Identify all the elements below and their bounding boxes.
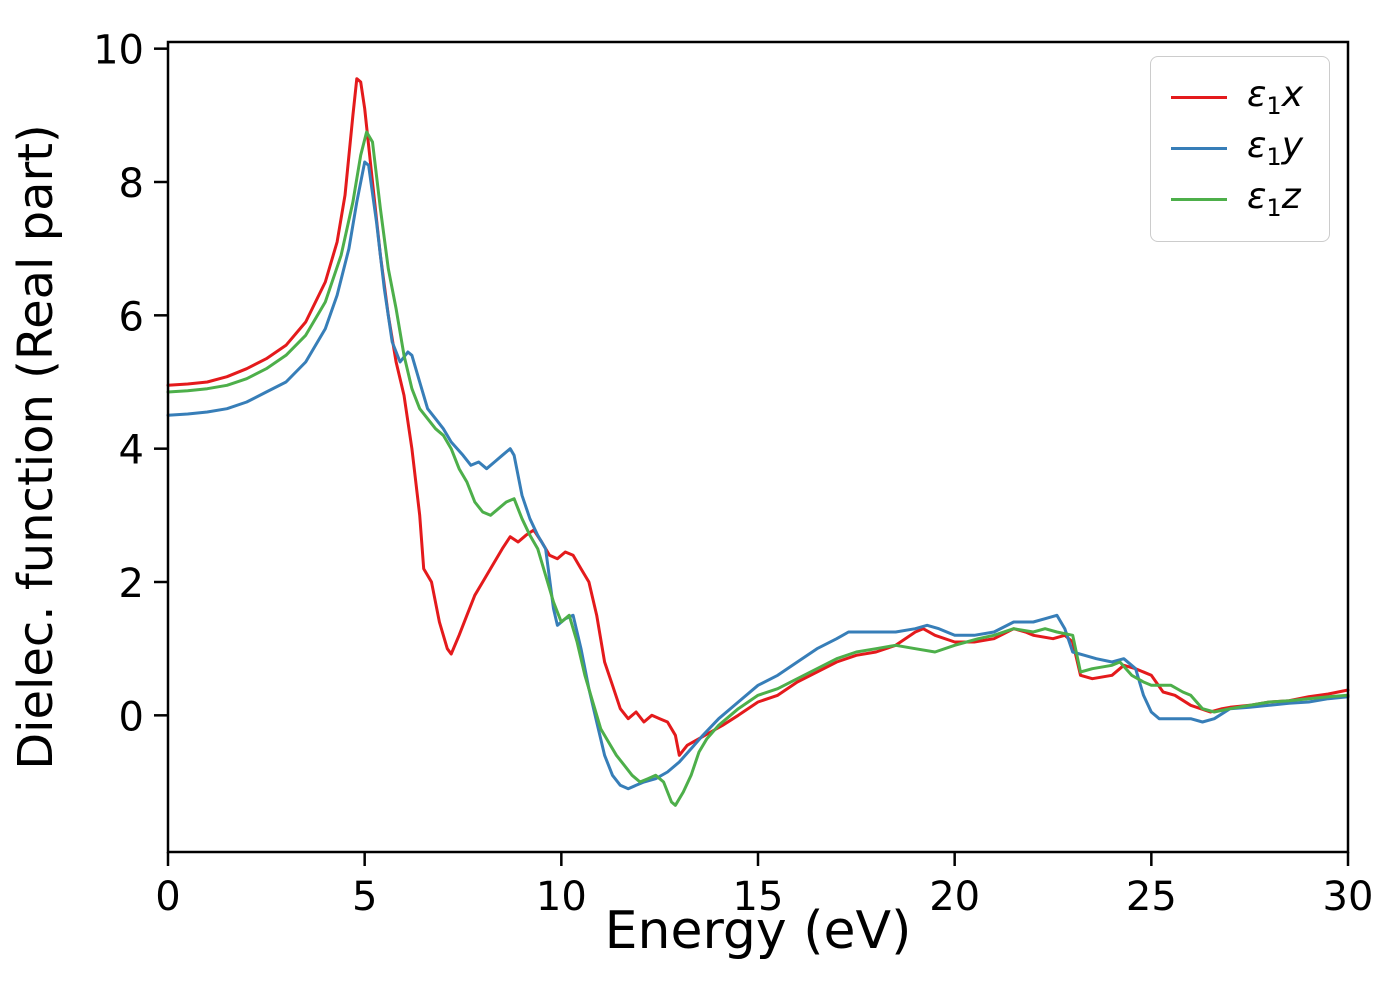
y-tick-label: 4 (119, 428, 144, 474)
series-line-eps1y (166, 160, 1350, 791)
x-tick-label: 5 (352, 874, 377, 920)
legend: ε1x ε1y ε1z (1149, 56, 1330, 242)
x-tick-label: 20 (929, 874, 980, 920)
legend-label: ε1z (1246, 176, 1301, 223)
legend-item-eps1x: ε1x (1170, 74, 1303, 121)
x-tick-label: 0 (155, 874, 180, 920)
legend-item-eps1z: ε1z (1170, 176, 1303, 223)
axes-group: 0 5 10 15 20 25 30 0 2 4 6 8 10 (93, 28, 1373, 920)
series-lines-group (166, 77, 1350, 807)
y-tick-label: 6 (119, 294, 144, 340)
x-tick-label: 10 (536, 874, 587, 920)
y-tick-label: 0 (119, 694, 144, 740)
x-tick-label: 15 (733, 874, 784, 920)
legend-line-swatch (1170, 198, 1227, 202)
series-line-eps1z (166, 130, 1350, 807)
y-axis-label: Dielec. function (Real part) (8, 124, 64, 770)
legend-label: ε1x (1246, 74, 1303, 121)
y-tick-label: 2 (119, 561, 144, 607)
y-tick-label: 10 (93, 28, 144, 74)
legend-line-swatch (1170, 147, 1227, 151)
x-tick-label: 25 (1126, 874, 1177, 920)
y-tick-label: 8 (119, 161, 144, 207)
x-tick-label: 30 (1323, 874, 1374, 920)
legend-line-swatch (1170, 96, 1227, 100)
legend-label: ε1y (1246, 125, 1303, 172)
legend-item-eps1y: ε1y (1170, 125, 1303, 172)
x-axis-label: Energy (eV) (605, 901, 912, 961)
